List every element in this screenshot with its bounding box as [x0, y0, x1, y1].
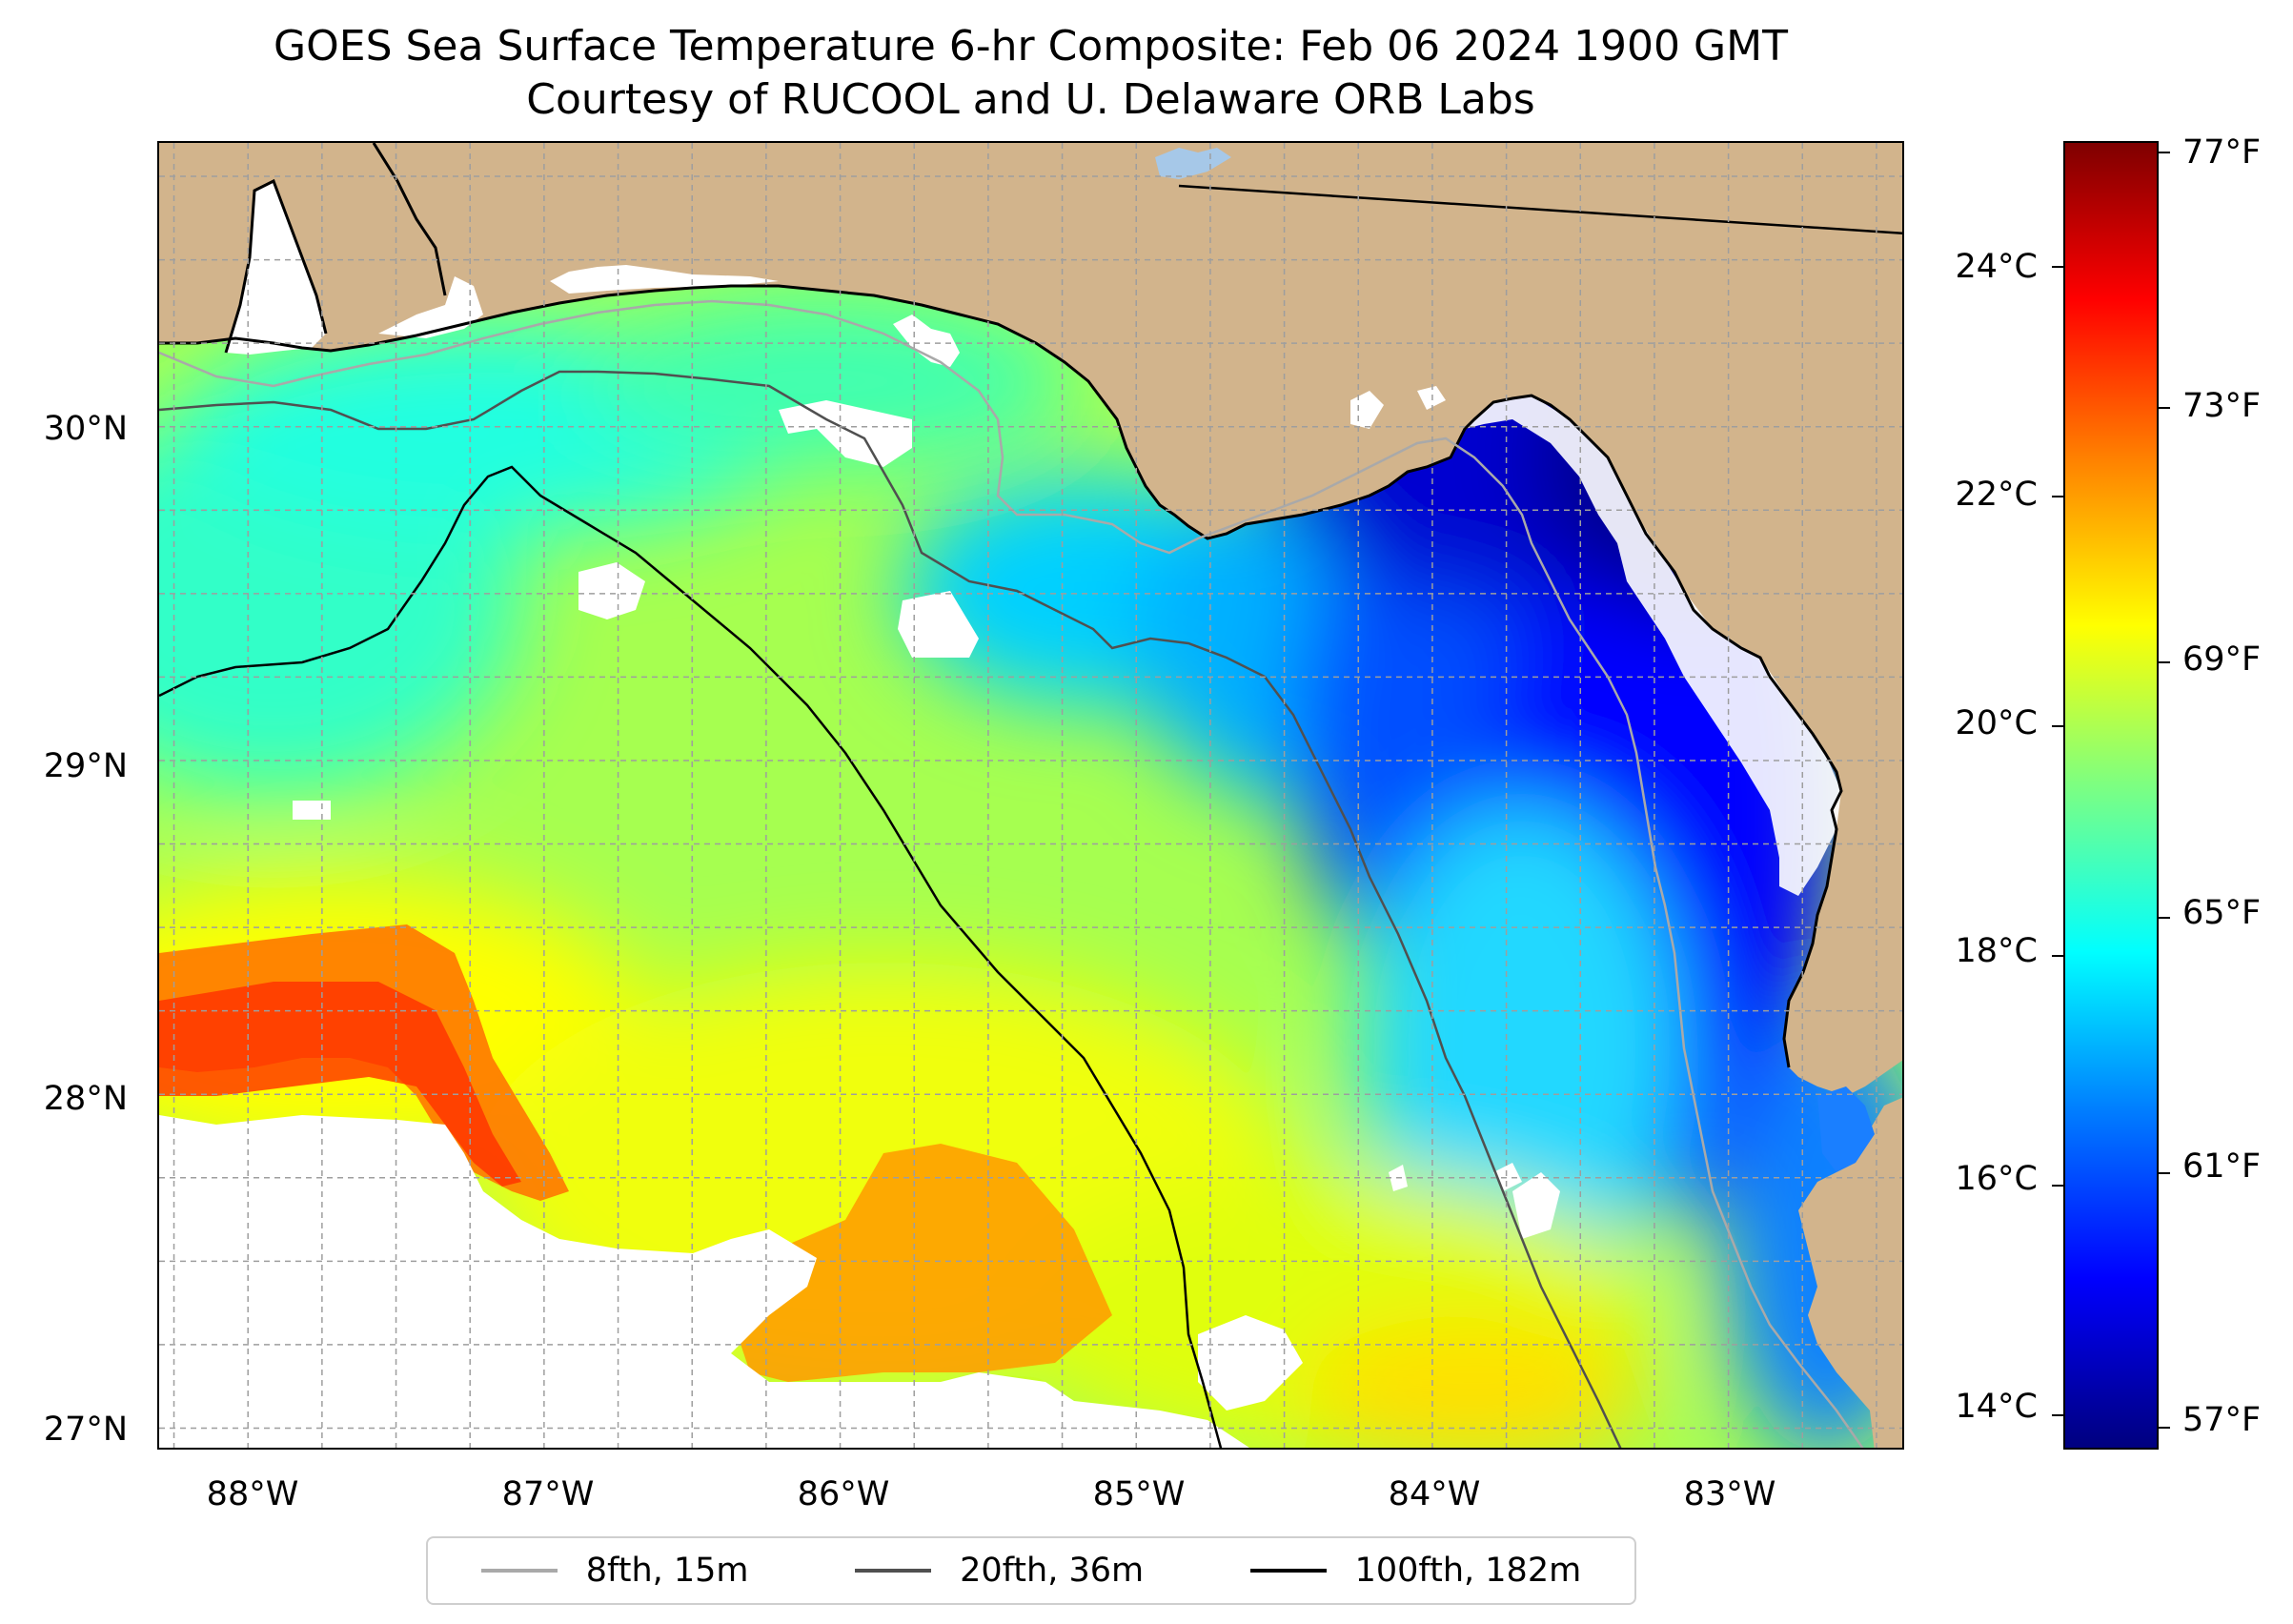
legend-swatch-20fth	[855, 1569, 932, 1573]
cb-tick-77f: 77°F	[2182, 133, 2262, 172]
isobath-100fth	[159, 465, 1223, 1448]
colorbar-tick-fahrenheit	[2159, 406, 2170, 409]
cb-tick-57f: 57°F	[2182, 1401, 2262, 1439]
sst-map-canvas	[159, 143, 1902, 1448]
legend-label-100fth: 100fth, 182m	[1354, 1552, 1582, 1590]
legend-entry-100fth: 100fth, 182m	[1249, 1552, 1582, 1590]
lat-tick-28n: 28°N	[43, 1080, 128, 1118]
lat-tick-29n: 29°N	[43, 747, 128, 785]
lon-tick-87w: 87°W	[501, 1475, 595, 1513]
isobaths	[159, 299, 1864, 1448]
colorbar-tick-celsius	[2052, 266, 2063, 269]
cb-tick-73f: 73°F	[2182, 387, 2262, 425]
map-title: GOES Sea Surface Temperature 6-hr Compos…	[274, 22, 1788, 71]
colorbar-tick-fahrenheit	[2159, 661, 2170, 664]
cb-tick-65f: 65°F	[2182, 894, 2262, 932]
isobath-20fth	[159, 370, 1622, 1448]
cb-tick-14c: 14°C	[1955, 1388, 2038, 1426]
legend-label-8fth: 8fth, 15m	[585, 1552, 749, 1590]
cb-tick-22c: 22°C	[1955, 476, 2038, 514]
lat-tick-30n: 30°N	[43, 410, 128, 448]
cb-tick-20c: 20°C	[1955, 704, 2038, 742]
colorbar-tick-fahrenheit	[2159, 152, 2170, 154]
legend-entry-20fth: 20fth, 36m	[855, 1552, 1144, 1590]
colorbar-tick-fahrenheit	[2159, 1171, 2170, 1174]
lon-tick-83w: 83°W	[1683, 1475, 1776, 1513]
isobath-legend: 8fth, 15m 20fth, 36m 100fth, 182m	[426, 1536, 1636, 1605]
lon-tick-85w: 85°W	[1092, 1475, 1186, 1513]
cb-tick-69f: 69°F	[2182, 640, 2262, 679]
colorbar-tick-celsius	[2052, 725, 2063, 728]
no-data-regions	[159, 400, 1560, 1448]
lat-tick-27n: 27°N	[43, 1411, 128, 1449]
graticule	[159, 143, 1902, 1448]
isobath-8fth	[159, 299, 1864, 1448]
map-subtitle: Courtesy of RUCOOL and U. Delaware ORB L…	[526, 75, 1535, 124]
legend-swatch-100fth	[1249, 1569, 1327, 1573]
cb-tick-18c: 18°C	[1955, 932, 2038, 970]
temperature-colorbar	[2063, 141, 2159, 1450]
legend-label-20fth: 20fth, 36m	[960, 1552, 1145, 1590]
lon-tick-88w: 88°W	[206, 1475, 299, 1513]
legend-swatch-8fth	[480, 1569, 558, 1573]
cb-tick-16c: 16°C	[1955, 1160, 2038, 1198]
colorbar-tick-celsius	[2052, 1184, 2063, 1187]
colorbar-tick-celsius	[2052, 496, 2063, 498]
cb-tick-24c: 24°C	[1955, 248, 2038, 286]
colorbar-tick-celsius	[2052, 955, 2063, 958]
coastline	[159, 284, 1843, 1068]
legend-entry-8fth: 8fth, 15m	[480, 1552, 749, 1590]
colorbar-tick-fahrenheit	[2159, 1427, 2170, 1430]
colorbar-tick-fahrenheit	[2159, 916, 2170, 919]
sst-map	[157, 141, 1904, 1450]
cb-tick-61f: 61°F	[2182, 1147, 2262, 1186]
colorbar-tick-celsius	[2052, 1413, 2063, 1416]
lon-tick-86w: 86°W	[797, 1475, 890, 1513]
lon-tick-84w: 84°W	[1388, 1475, 1481, 1513]
